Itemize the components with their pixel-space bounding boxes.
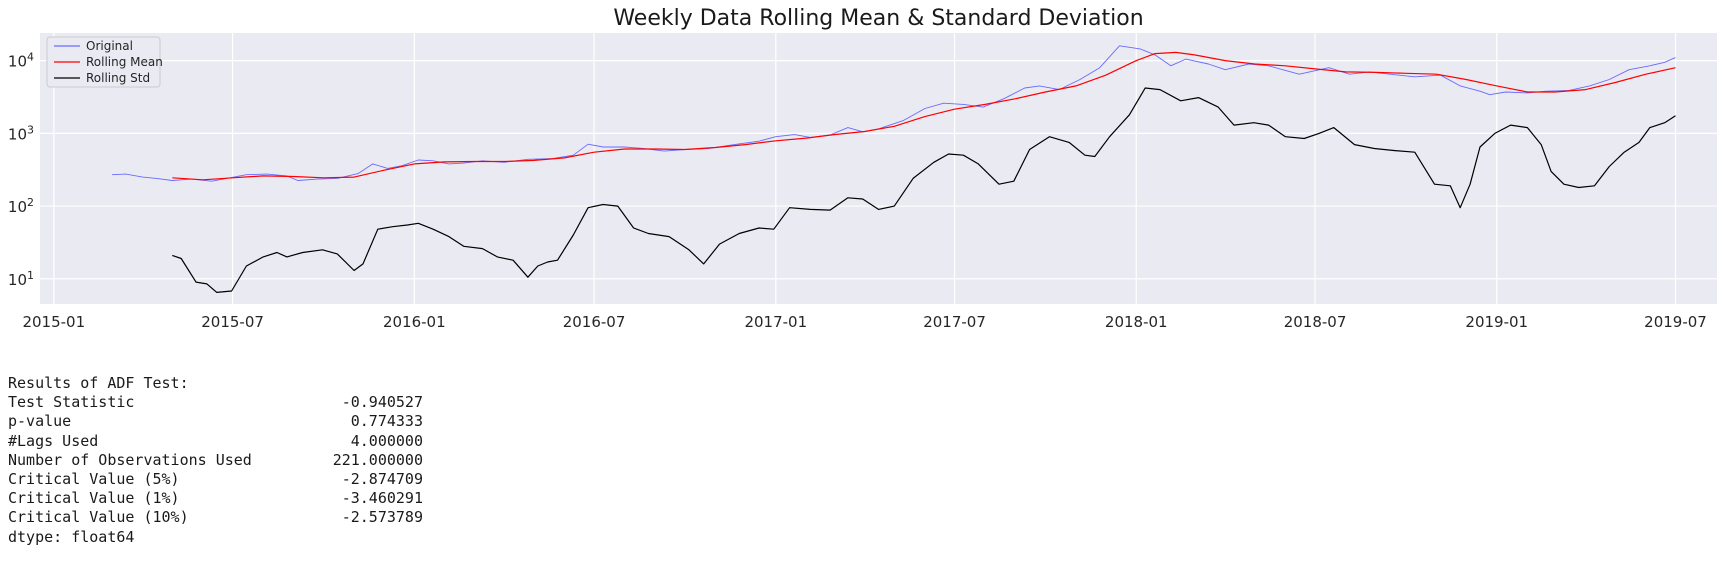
plot-background <box>40 33 1717 304</box>
y-tick-base: 10 <box>8 198 27 216</box>
adf-row-value: 4.000000 <box>350 431 423 450</box>
x-tick-label: 2018-07 <box>1284 313 1347 331</box>
adf-row-value: 0.774333 <box>350 412 423 431</box>
chart-area: Weekly Data Rolling Mean & Standard Devi… <box>8 6 1717 331</box>
x-tick-label: 2019-01 <box>1465 313 1528 331</box>
x-tick-label: 2016-01 <box>383 313 446 331</box>
y-tick-base: 10 <box>8 53 27 71</box>
adf-row-label: #Lags Used <box>8 431 99 450</box>
adf-row-label: p-value <box>8 412 72 431</box>
legend-label: Rolling Std <box>86 71 150 85</box>
adf-row: Test Statistic -0.940527 <box>8 393 423 412</box>
adf-row-label: Number of Observations Used <box>8 450 252 469</box>
adf-row: Critical Value (5%) -2.874709 <box>8 470 423 489</box>
x-tick-label: 2019-07 <box>1644 313 1707 331</box>
y-tick-label: 103 <box>8 123 34 143</box>
chart-title: Weekly Data Rolling Mean & Standard Devi… <box>613 6 1143 31</box>
y-tick-exponent: 1 <box>27 269 34 282</box>
y-tick-exponent: 2 <box>27 196 34 209</box>
adf-row-value: 221.000000 <box>332 450 423 469</box>
x-tick-label: 2018-01 <box>1105 313 1168 331</box>
y-tick-label: 102 <box>8 196 34 216</box>
y-tick-base: 10 <box>8 125 27 143</box>
adf-header: Results of ADF Test: <box>8 374 189 392</box>
adf-row: Critical Value (1%) -3.460291 <box>8 489 423 508</box>
legend-label: Original <box>86 39 133 53</box>
rolling-stats-chart: Weekly Data Rolling Mean & Standard Devi… <box>8 6 1717 331</box>
y-tick-label: 101 <box>8 269 34 289</box>
y-tick-base: 10 <box>8 271 27 289</box>
adf-row-value: -0.940527 <box>341 393 423 412</box>
x-tick-label: 2015-07 <box>201 313 264 331</box>
adf-row-label: Critical Value (1%) <box>8 489 180 508</box>
adf-row: Number of Observations Used 221.000000 <box>8 451 423 470</box>
adf-row-label: Test Statistic <box>8 393 135 412</box>
adf-row-value: -3.460291 <box>341 489 423 508</box>
series-rolling-mean-line <box>172 51 1676 181</box>
adf-row: Critical Value (10%) -2.573789 <box>8 508 423 527</box>
y-tick-exponent: 3 <box>27 123 34 136</box>
x-tick-label: 2017-07 <box>923 313 986 331</box>
legend-label: Rolling Mean <box>86 55 163 69</box>
adf-dtype: dtype: float64 <box>8 527 135 546</box>
adf-results: Results of ADF Test: Test Statistic -0.940… <box>8 374 423 547</box>
x-tick-label: 2017-01 <box>744 313 807 331</box>
x-tick-label: 2015-01 <box>22 313 85 331</box>
adf-row-label: Critical Value (10%) <box>8 508 189 527</box>
adf-row-value: -2.874709 <box>341 470 423 489</box>
adf-row: p-value 0.774333 <box>8 412 423 431</box>
adf-row-value: -2.573789 <box>341 508 423 527</box>
legend-frame <box>46 36 161 88</box>
chart-legend: Original Rolling Mean Rolling Std <box>46 36 163 88</box>
y-tick-exponent: 4 <box>27 51 34 64</box>
adf-row: #Lags Used 4.000000 <box>8 432 423 451</box>
x-tick-label: 2016-07 <box>563 313 626 331</box>
y-tick-label: 104 <box>8 51 34 71</box>
adf-row-label: Critical Value (5%) <box>8 470 180 489</box>
series-rolling-std-line <box>172 87 1676 293</box>
